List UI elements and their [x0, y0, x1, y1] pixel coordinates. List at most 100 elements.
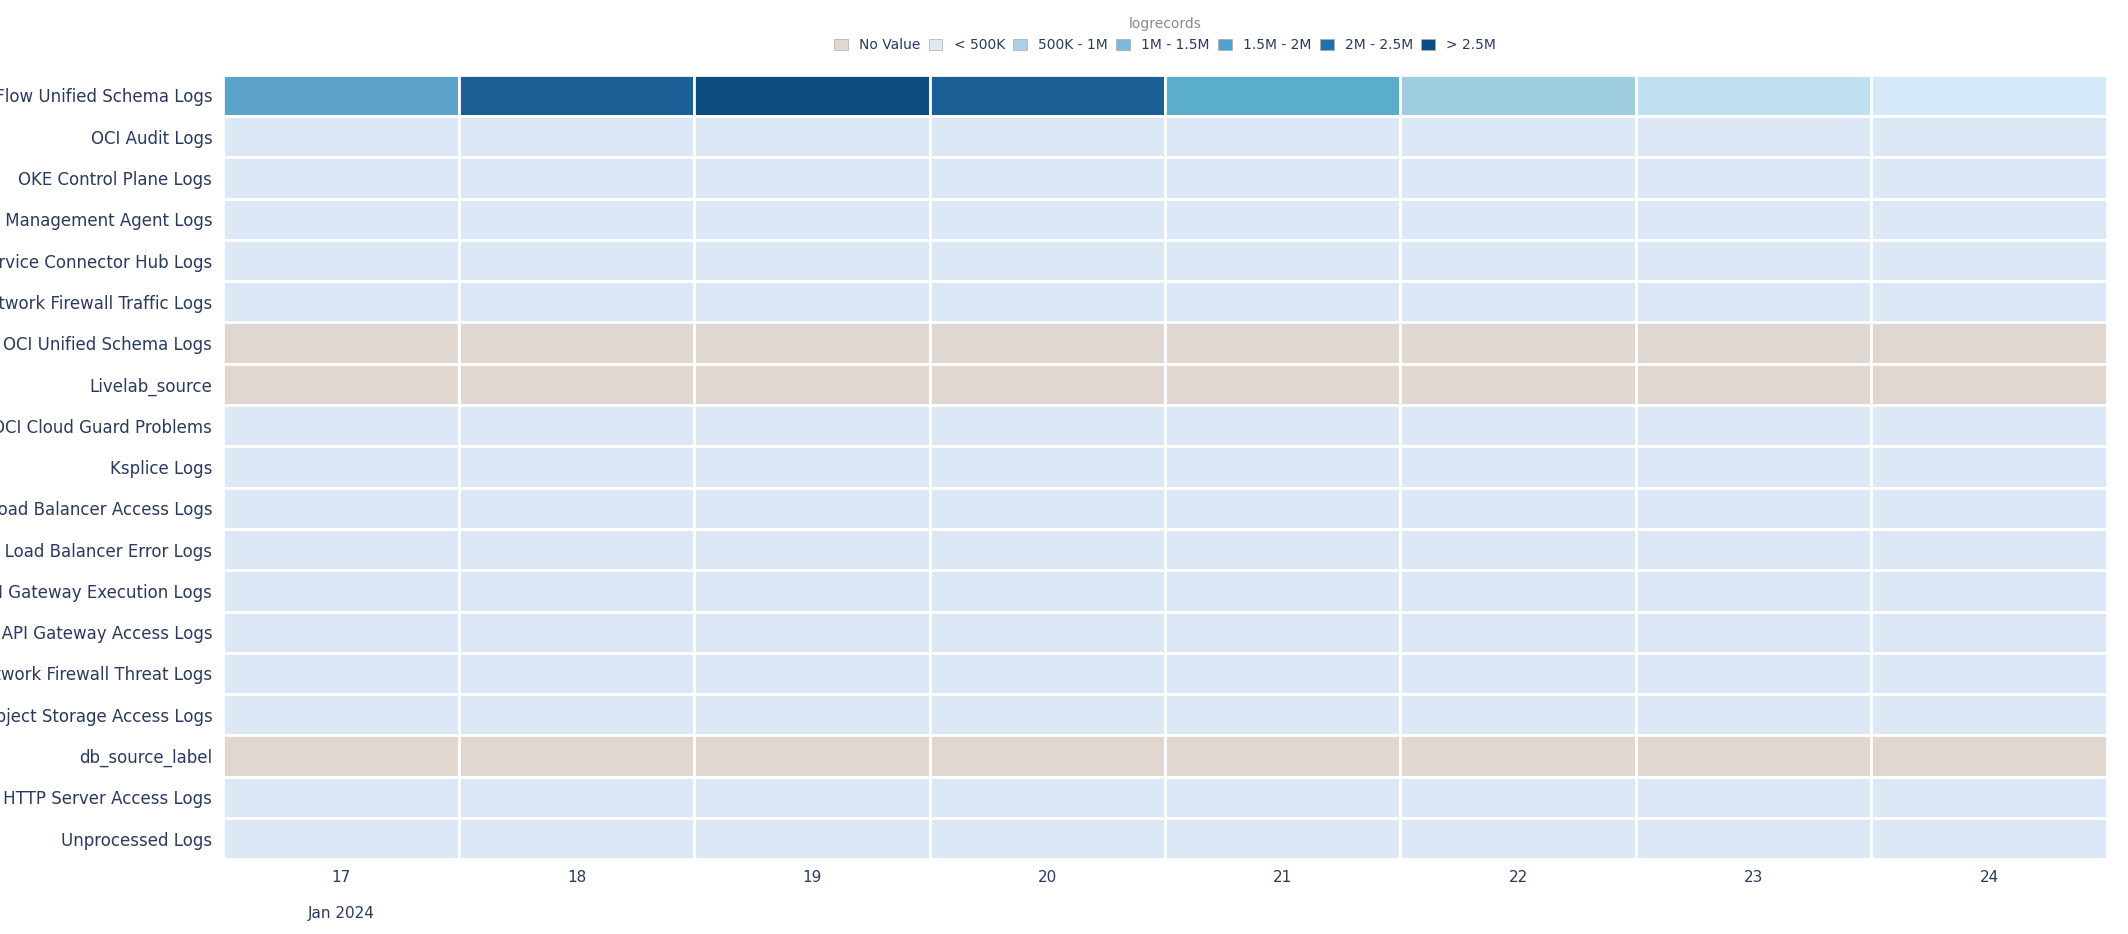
Bar: [460, 281, 694, 322]
Bar: [1871, 612, 2107, 653]
Bar: [930, 116, 1166, 157]
Bar: [460, 405, 694, 446]
Bar: [694, 612, 930, 653]
Bar: [1636, 571, 1871, 612]
Bar: [1636, 777, 1871, 818]
Bar: [694, 405, 930, 446]
Bar: [930, 818, 1166, 859]
Bar: [1400, 75, 1636, 116]
Bar: [1166, 694, 1400, 735]
Bar: [930, 735, 1166, 777]
Bar: [694, 281, 930, 322]
Bar: [1400, 818, 1636, 859]
Bar: [1400, 281, 1636, 322]
Bar: [1400, 694, 1636, 735]
Bar: [460, 75, 694, 116]
Bar: [460, 240, 694, 281]
Bar: [1871, 405, 2107, 446]
Bar: [1166, 116, 1400, 157]
Bar: [1166, 777, 1400, 818]
Bar: [1400, 322, 1636, 363]
Bar: [1871, 199, 2107, 240]
Bar: [223, 777, 460, 818]
Bar: [1871, 653, 2107, 694]
Bar: [223, 488, 460, 529]
Bar: [460, 446, 694, 488]
Bar: [460, 363, 694, 405]
Bar: [223, 240, 460, 281]
Bar: [694, 488, 930, 529]
Bar: [1400, 735, 1636, 777]
Bar: [1636, 818, 1871, 859]
Bar: [223, 322, 460, 363]
Bar: [460, 653, 694, 694]
Bar: [694, 75, 930, 116]
Bar: [1636, 653, 1871, 694]
Bar: [460, 157, 694, 199]
Bar: [223, 281, 460, 322]
Bar: [1871, 446, 2107, 488]
Bar: [223, 405, 460, 446]
Bar: [1166, 735, 1400, 777]
Bar: [1871, 116, 2107, 157]
Bar: [460, 529, 694, 571]
Bar: [930, 612, 1166, 653]
Bar: [1166, 157, 1400, 199]
Bar: [1166, 363, 1400, 405]
Bar: [460, 735, 694, 777]
Bar: [694, 653, 930, 694]
Bar: [1636, 488, 1871, 529]
Bar: [1636, 157, 1871, 199]
Bar: [694, 694, 930, 735]
Bar: [1636, 612, 1871, 653]
Bar: [930, 157, 1166, 199]
Bar: [694, 777, 930, 818]
Bar: [694, 529, 930, 571]
Bar: [694, 157, 930, 199]
Bar: [1400, 446, 1636, 488]
Bar: [1871, 157, 2107, 199]
Bar: [1636, 116, 1871, 157]
Bar: [1871, 571, 2107, 612]
Bar: [1636, 281, 1871, 322]
Bar: [223, 446, 460, 488]
Bar: [1400, 529, 1636, 571]
Bar: [1871, 240, 2107, 281]
Bar: [1636, 405, 1871, 446]
Bar: [1871, 281, 2107, 322]
Bar: [1400, 157, 1636, 199]
Bar: [1636, 199, 1871, 240]
Bar: [1871, 488, 2107, 529]
Bar: [694, 571, 930, 612]
Bar: [223, 157, 460, 199]
Bar: [223, 529, 460, 571]
Legend: No Value, < 500K, 500K - 1M, 1M - 1.5M, 1.5M - 2M, 2M - 2.5M, > 2.5M: No Value, < 500K, 500K - 1M, 1M - 1.5M, …: [834, 17, 1496, 52]
Bar: [1400, 653, 1636, 694]
Bar: [694, 818, 930, 859]
Bar: [223, 653, 460, 694]
Bar: [1400, 405, 1636, 446]
Bar: [1871, 363, 2107, 405]
Bar: [1166, 322, 1400, 363]
Bar: [1400, 488, 1636, 529]
Bar: [694, 322, 930, 363]
Bar: [1166, 446, 1400, 488]
Bar: [1400, 777, 1636, 818]
Bar: [1166, 281, 1400, 322]
Bar: [223, 75, 460, 116]
Bar: [1166, 405, 1400, 446]
Bar: [223, 818, 460, 859]
Bar: [1871, 735, 2107, 777]
Bar: [1400, 363, 1636, 405]
Bar: [1636, 363, 1871, 405]
Bar: [930, 571, 1166, 612]
Bar: [223, 735, 460, 777]
Bar: [930, 405, 1166, 446]
Bar: [1636, 735, 1871, 777]
Bar: [1400, 571, 1636, 612]
Bar: [930, 488, 1166, 529]
Bar: [1871, 818, 2107, 859]
Bar: [223, 694, 460, 735]
Bar: [694, 446, 930, 488]
Bar: [223, 363, 460, 405]
